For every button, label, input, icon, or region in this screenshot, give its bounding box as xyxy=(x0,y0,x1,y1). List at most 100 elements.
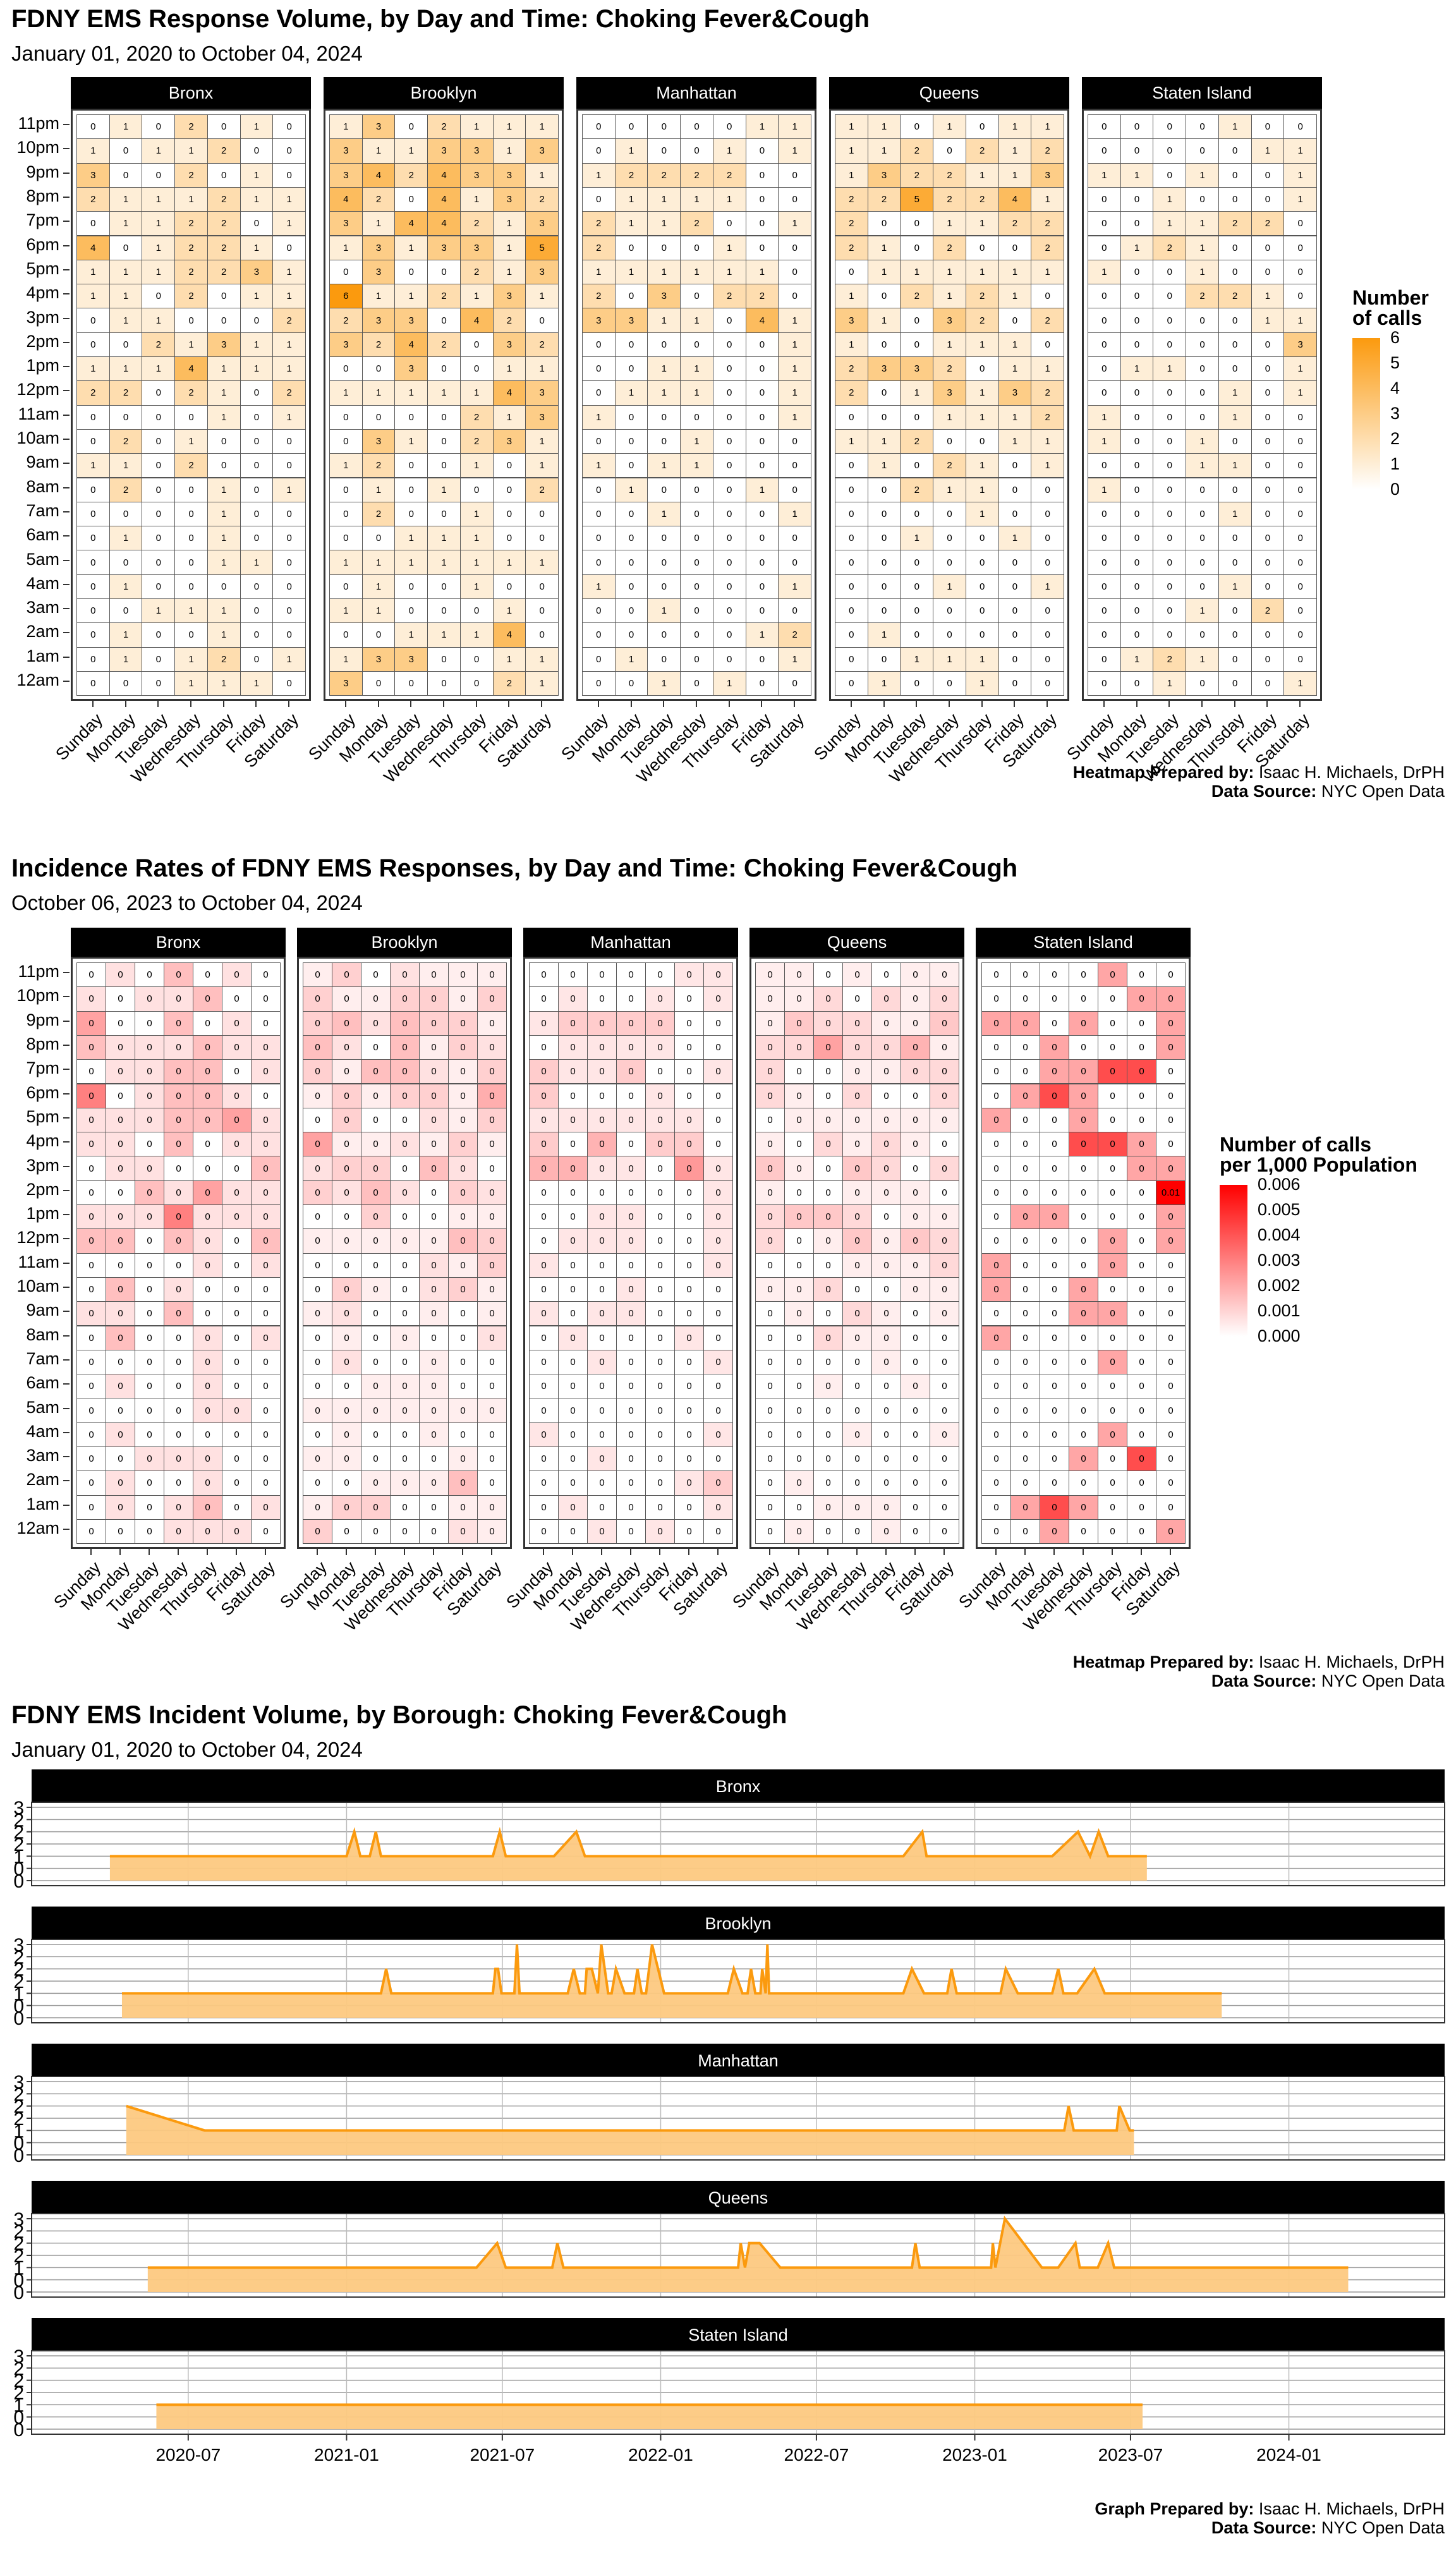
legend-color-bar xyxy=(1220,1185,1247,1337)
heatmap-cell: 0 xyxy=(193,1107,222,1133)
heatmap-cell: 0 xyxy=(1040,1010,1069,1036)
heatmap-cell: 0 xyxy=(207,162,241,188)
heatmap-cell: 1 xyxy=(394,138,428,164)
heatmap-cell: 0 xyxy=(981,1349,1011,1375)
heatmap-cell: 0 xyxy=(965,622,999,648)
heatmap-cell: 0 xyxy=(332,1276,361,1302)
heatmap-cell: 0 xyxy=(930,1276,959,1302)
heatmap-cell: 0 xyxy=(1127,1349,1156,1375)
heatmap-cell: 0 xyxy=(1098,1301,1127,1326)
heatmap-cell: 0 xyxy=(1251,186,1285,212)
heatmap-cell: 1 xyxy=(680,259,713,285)
heatmap-cell: 0 xyxy=(1218,598,1252,624)
heatmap-cell: 0 xyxy=(871,962,901,988)
x-tick xyxy=(943,1549,945,1556)
heatmap-cell: 0 xyxy=(361,1156,391,1181)
heatmap-cell: 0 xyxy=(930,1107,959,1133)
heatmap-cell: 0 xyxy=(419,1132,449,1157)
heatmap-cell: 2 xyxy=(174,380,208,406)
heatmap-cell: 0 xyxy=(477,1349,507,1375)
heatmap-cell: 1 xyxy=(109,646,143,672)
heatmap-cell: 0 xyxy=(448,962,478,988)
heatmap-cell: 2 xyxy=(525,186,559,212)
heatmap-cell: 1 xyxy=(109,186,143,212)
x-tick xyxy=(1112,1549,1113,1556)
heatmap-cell: 0 xyxy=(222,1349,252,1375)
heatmap-cell: 0 xyxy=(587,986,617,1012)
heatmap-cell: 0 xyxy=(1088,380,1121,406)
heatmap-cell: 0 xyxy=(1031,646,1064,672)
heatmap-cell: 0 xyxy=(778,550,811,575)
x-tick xyxy=(375,1549,376,1556)
heatmap-cell: 1 xyxy=(240,670,274,696)
x-tick xyxy=(916,701,918,708)
heatmap-cell: 0 xyxy=(703,1180,733,1205)
heatmap-cell: 0 xyxy=(329,526,363,551)
heatmap-cell: 0 xyxy=(1010,1156,1040,1181)
heatmap-cell: 2 xyxy=(76,186,110,212)
x-tick xyxy=(149,1549,150,1556)
heatmap-cell: 2 xyxy=(835,186,868,212)
heatmap-cell: 0 xyxy=(164,1301,193,1326)
heatmap-cell: 0 xyxy=(674,1059,704,1084)
heatmap-cell: 0 xyxy=(900,453,934,478)
heatmap-cell: 0 xyxy=(1010,1446,1040,1472)
heatmap-cell: 2 xyxy=(680,211,713,236)
heatmap-cell: 4 xyxy=(492,380,526,406)
heatmap-cell: 0 xyxy=(1156,1422,1186,1447)
heatmap-cell: 0 xyxy=(222,1422,252,1447)
heatmap-cell: 0 xyxy=(901,1034,930,1060)
y-tick xyxy=(63,269,70,270)
heatmap-cell: 0 xyxy=(1127,1107,1156,1133)
heatmap-cell: 0 xyxy=(251,1374,281,1399)
heatmap-cell: 0 xyxy=(390,1204,420,1230)
heatmap-cell: 0 xyxy=(1218,186,1252,212)
heatmap-cell: 0 xyxy=(332,1228,361,1254)
heatmap-cell: 1 xyxy=(778,211,811,236)
y-tick-label: 1 xyxy=(13,1984,24,2004)
heatmap-cell: 0 xyxy=(477,1325,507,1350)
y-tick xyxy=(63,1262,70,1264)
heatmap-cell: 0 xyxy=(329,622,363,648)
heatmap-cell: 0 xyxy=(1251,235,1285,260)
heatmap-cell: 3 xyxy=(1031,162,1064,188)
heatmap-cell: 0 xyxy=(745,501,779,527)
heatmap-cell: 0 xyxy=(871,1276,901,1302)
heatmap-cell: 0 xyxy=(1127,1132,1156,1157)
heatmap-cell: 3 xyxy=(329,138,363,164)
panel-border xyxy=(31,1939,1445,2023)
heatmap-cell: 1 xyxy=(272,356,306,382)
y-tick-label: 1 xyxy=(13,2395,24,2416)
heatmap-cell: 0 xyxy=(835,622,868,648)
heatmap-cell: 0 xyxy=(1186,138,1219,164)
heatmap-cell: 0 xyxy=(616,962,646,988)
heatmap-cell: 0 xyxy=(703,1228,733,1254)
heatmap-cell: 0 xyxy=(394,404,428,430)
heatmap-cell: 0 xyxy=(778,453,811,478)
heatmap-cell: 1 xyxy=(525,162,559,188)
heatmap-cell: 0 xyxy=(525,622,559,648)
heatmap-cell: 4 xyxy=(427,162,461,188)
heatmap-cell: 2 xyxy=(835,356,868,382)
heatmap-cell: 1 xyxy=(965,670,999,696)
heatmap-cell: 1 xyxy=(361,284,396,309)
heatmap-cell: 0 xyxy=(645,1034,675,1060)
heatmap-cell: 0 xyxy=(901,1301,930,1326)
y-tick-label: 3pm xyxy=(26,1155,59,1175)
caption-source-label: Data Source: xyxy=(1211,782,1317,801)
heatmap-cell: 0 xyxy=(1127,1180,1156,1205)
heatmap-cell: 0 xyxy=(361,1495,391,1520)
heatmap-cell: 0 xyxy=(135,1276,164,1302)
heatmap-cell: 0 xyxy=(222,1010,252,1036)
heatmap-cell: 0 xyxy=(784,1398,814,1423)
heatmap-cell: 0 xyxy=(135,1228,164,1254)
heatmap-cell: 0 xyxy=(1120,477,1154,502)
heatmap-cell: 0 xyxy=(332,1034,361,1060)
heatmap-cell: 1 xyxy=(867,453,901,478)
heatmap-cell: 0 xyxy=(390,1132,420,1157)
heatmap-cell: 0 xyxy=(106,1374,135,1399)
heatmap-cell: 0 xyxy=(645,1010,675,1036)
heatmap-cell: 0 xyxy=(394,574,428,599)
heatmap-cell: 2 xyxy=(174,284,208,309)
heatmap-cell: 0 xyxy=(842,962,872,988)
